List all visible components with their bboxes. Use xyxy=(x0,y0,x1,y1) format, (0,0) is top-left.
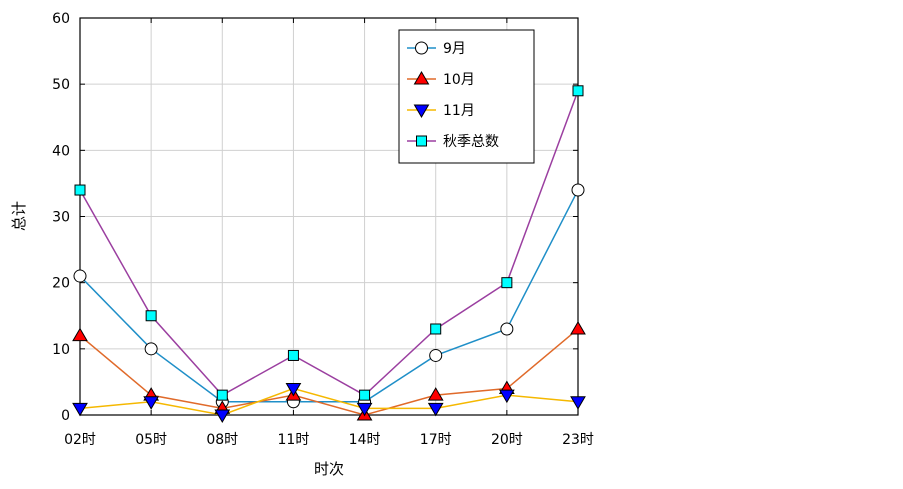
y-tick-labels: 0 10 20 30 40 50 60 xyxy=(52,11,70,424)
series-markers xyxy=(72,85,586,423)
series-markers-2 xyxy=(72,383,586,423)
legend-item-0: 9月 xyxy=(407,41,466,57)
data-point xyxy=(571,183,585,197)
series-lines xyxy=(79,90,579,416)
data-point xyxy=(143,396,160,410)
x-axis-title: 时次 xyxy=(314,460,344,478)
x-tick-label: 11时 xyxy=(278,432,310,448)
data-point xyxy=(570,320,586,335)
series-line-3 xyxy=(79,90,579,397)
y-axis-title: 总计 xyxy=(10,201,28,231)
data-point xyxy=(356,402,373,417)
legend-label: 9月 xyxy=(443,41,466,57)
x-tick-label: 14时 xyxy=(349,432,381,448)
data-point xyxy=(74,184,86,196)
y-tick-label: 30 xyxy=(52,210,70,226)
legend-item-2: 11月 xyxy=(407,103,475,119)
x-tick-label: 05时 xyxy=(135,432,167,448)
data-point xyxy=(498,389,515,404)
x-tick-labels: 02时 05时 08时 11时 14时 17时 20时 23时 xyxy=(64,432,594,448)
data-point xyxy=(72,402,88,417)
legend-label: 10月 xyxy=(443,72,475,88)
data-point xyxy=(570,396,586,410)
series-markers-3 xyxy=(74,85,584,401)
x-tick-label: 17时 xyxy=(420,432,452,448)
series-line-0 xyxy=(79,189,579,403)
data-point xyxy=(427,402,444,417)
legend-marker xyxy=(413,71,430,85)
data-point xyxy=(572,85,584,97)
legend-marker xyxy=(413,104,430,118)
legend-label: 秋季总数 xyxy=(443,134,499,150)
legend-item-1: 10月 xyxy=(407,71,475,88)
series-line-2 xyxy=(79,387,579,416)
data-point xyxy=(500,322,514,336)
legend-item-3: 秋季总数 xyxy=(407,134,499,150)
series-markers-0 xyxy=(73,183,585,409)
data-point xyxy=(214,409,231,423)
legend-marker xyxy=(416,135,427,147)
data-point xyxy=(359,389,371,401)
x-tick-label: 23时 xyxy=(562,432,594,448)
y-tick-label: 20 xyxy=(52,276,70,292)
data-point xyxy=(144,342,158,356)
data-point xyxy=(427,387,444,401)
data-point xyxy=(285,383,302,397)
data-point xyxy=(73,269,87,283)
x-tick-label: 02时 xyxy=(64,432,96,448)
y-tick-label: 0 xyxy=(61,408,70,424)
data-point xyxy=(501,277,513,289)
y-tick-label: 40 xyxy=(52,143,70,159)
x-tick-label: 20时 xyxy=(491,432,523,448)
data-point xyxy=(287,349,299,361)
y-tick-label: 60 xyxy=(52,11,70,27)
y-tick-label: 50 xyxy=(52,77,70,93)
legend-marker xyxy=(415,41,428,55)
x-tick-label: 08时 xyxy=(206,432,238,448)
data-point xyxy=(216,389,228,401)
axis-ticks xyxy=(79,17,579,416)
data-point xyxy=(145,310,157,322)
data-point xyxy=(72,327,88,342)
legend-label: 11月 xyxy=(443,103,475,119)
series-line-1 xyxy=(79,328,579,416)
data-point xyxy=(430,323,442,335)
data-point xyxy=(429,348,443,362)
y-tick-label: 10 xyxy=(52,342,70,358)
